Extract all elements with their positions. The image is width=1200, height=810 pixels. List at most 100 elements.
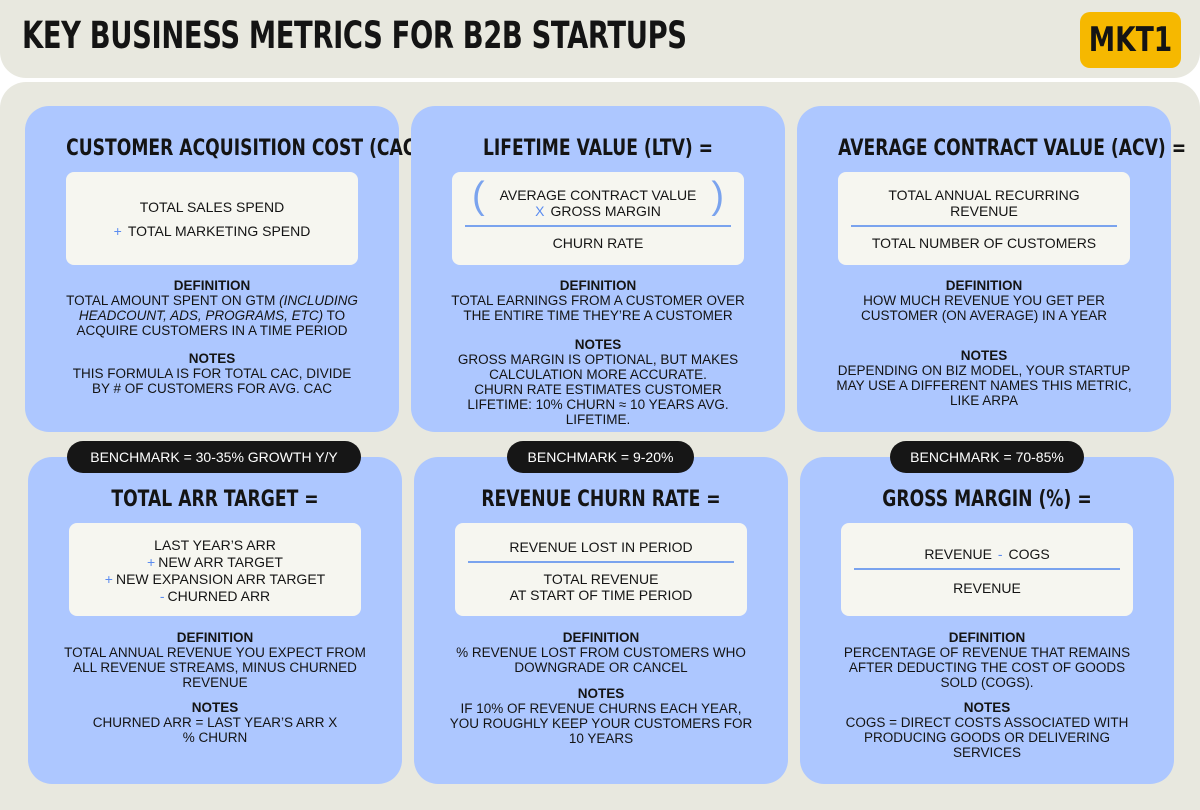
minus-icon: -: [159, 588, 165, 604]
definition-label: DEFINITION: [948, 630, 1026, 645]
definition-section: DEFINITION PERCENTAGE OF REVENUE THAT RE…: [800, 630, 1174, 690]
notes-section: NOTES GROSS MARGIN IS OPTIONAL, BUT MAKE…: [411, 337, 785, 427]
formula-line: X GROSS MARGIN: [452, 203, 744, 219]
card-ltv: LIFETIME VALUE (LTV) = ( ) AVERAGE CONTR…: [411, 106, 785, 432]
notes-label: NOTES: [577, 686, 625, 701]
definition-label: DEFINITION: [945, 278, 1023, 293]
definition-line: (INCLUDING: [279, 293, 358, 308]
notes-line: PRODUCING GOODS OR DELIVERING: [863, 730, 1111, 745]
formula-term: REVENUE: [924, 546, 992, 562]
notes-line: GROSS MARGIN IS OPTIONAL, BUT MAKES: [457, 352, 739, 367]
benchmark-pill-churn: BENCHMARK = 9-20%: [507, 441, 694, 473]
definition-line: % REVENUE LOST FROM CUSTOMERS WHO: [456, 645, 746, 660]
formula-term: GROSS MARGIN: [550, 203, 661, 219]
formula-box: TOTAL ANNUAL RECURRING REVENUE TOTAL NUM…: [838, 172, 1130, 265]
notes-line: LIFETIME.: [565, 412, 631, 427]
fraction-divider: [851, 225, 1117, 227]
definition-line: REVENUE: [182, 675, 248, 690]
notes-section: NOTES THIS FORMULA IS FOR TOTAL CAC, DIV…: [25, 351, 399, 396]
brand-logo-text: MKT1: [1088, 20, 1173, 60]
notes-line: % CHURN: [182, 730, 248, 745]
multiply-icon: X: [535, 203, 545, 219]
formula-line: + NEW EXPANSION ARR TARGET: [69, 571, 361, 587]
card-title: LIFETIME VALUE (LTV) =: [482, 136, 714, 161]
formula-line: TOTAL ANNUAL RECURRING: [888, 187, 1080, 203]
left-paren-icon: (: [472, 175, 485, 217]
definition-label: DEFINITION: [173, 278, 251, 293]
notes-section: NOTES CHURNED ARR = LAST YEAR’S ARR X % …: [28, 700, 402, 745]
definition-section: DEFINITION HOW MUCH REVENUE YOU GET PER …: [797, 278, 1171, 323]
page-title: KEY BUSINESS METRICS FOR B2B STARTUPS: [22, 14, 687, 57]
notes-label: NOTES: [963, 700, 1011, 715]
card-cac: CUSTOMER ACQUISITION COST (CAC) = TOTAL …: [25, 106, 444, 432]
formula-line: REVENUE LOST IN PERIOD: [509, 539, 693, 555]
benchmark-pill-arr: BENCHMARK = 30-35% GROWTH Y/Y: [67, 441, 361, 473]
notes-line: 10 YEARS: [568, 731, 634, 746]
definition-line: TOTAL EARNINGS FROM A CUSTOMER OVER: [451, 293, 745, 308]
notes-section: NOTES IF 10% OF REVENUE CHURNS EACH YEAR…: [414, 686, 788, 746]
plus-icon: +: [147, 554, 156, 570]
definition-text: TOTAL AMOUNT SPENT ON GTM (INCLUDING: [25, 293, 399, 308]
formula-box: LAST YEAR’S ARR + NEW ARR TARGET + NEW EXP…: [69, 523, 361, 616]
definition-line: HEADCOUNT, ADS, PROGRAMS, ETC): [78, 308, 324, 323]
brand-logo: MKT1: [1080, 12, 1181, 68]
formula-box: ( ) AVERAGE CONTRACT VALUE X GROSS MARGIN…: [452, 172, 744, 265]
formula-box: REVENUE - COGS REVENUE: [841, 523, 1133, 616]
definition-line: CUSTOMER (ON AVERAGE) IN A YEAR: [860, 308, 1108, 323]
formula-line: LAST YEAR’S ARR: [154, 537, 276, 553]
definition-label: DEFINITION: [176, 630, 254, 645]
definition-line: SOLD (COGS).: [940, 675, 1034, 690]
card-title: REVENUE CHURN RATE =: [481, 487, 721, 512]
notes-line: YOU ROUGHLY KEEP YOUR CUSTOMERS FOR: [449, 716, 753, 731]
minus-icon: -: [997, 546, 1003, 562]
definition-section: DEFINITION TOTAL ANNUAL REVENUE YOU EXPE…: [28, 630, 402, 690]
definition-line: DOWNGRADE OR CANCEL: [514, 660, 688, 675]
formula-line: - CHURNED ARR: [69, 588, 361, 604]
fraction-divider: [465, 225, 731, 227]
notes-label: NOTES: [960, 348, 1008, 363]
formula-line: REVENUE: [950, 203, 1018, 219]
plus-icon: +: [104, 571, 113, 587]
notes-line: CHURNED ARR = LAST YEAR’S ARR X: [92, 715, 338, 730]
formula-line: TOTAL SALES SPEND: [139, 199, 285, 215]
notes-line: THIS FORMULA IS FOR TOTAL CAC, DIVIDE: [72, 366, 352, 381]
formula-term: TOTAL MARKETING SPEND: [127, 223, 311, 239]
formula-line: TOTAL REVENUE: [543, 571, 659, 587]
card-title: CUSTOMER ACQUISITION COST (CAC) =: [66, 136, 444, 161]
formula-line: AT START OF TIME PERIOD: [509, 587, 693, 603]
definition-line: TOTAL ANNUAL REVENUE YOU EXPECT FROM: [64, 645, 366, 660]
notes-line: IF 10% OF REVENUE CHURNS EACH YEAR,: [460, 701, 742, 716]
definition-line: THE ENTIRE TIME THEY’RE A CUSTOMER: [463, 308, 733, 323]
definition-text: HEADCOUNT, ADS, PROGRAMS, ETC) TO: [25, 308, 399, 323]
formula-line: REVENUE: [953, 580, 1021, 596]
definition-section: DEFINITION TOTAL EARNINGS FROM A CUSTOME…: [411, 278, 785, 323]
card-title: AVERAGE CONTRACT VALUE (ACV) =: [838, 136, 1187, 161]
definition-line: TOTAL AMOUNT SPENT ON GTM: [66, 293, 276, 308]
card-revenue-churn: REVENUE CHURN RATE = REVENUE LOST IN PER…: [414, 457, 788, 784]
notes-line: DEPENDING ON BIZ MODEL, YOUR STARTUP: [837, 363, 1131, 378]
notes-label: NOTES: [574, 337, 622, 352]
definition-line: TO: [326, 308, 346, 323]
notes-line: COGS = DIRECT COSTS ASSOCIATED WITH: [845, 715, 1129, 730]
definition-line: PERCENTAGE OF REVENUE THAT REMAINS: [843, 645, 1131, 660]
formula-term: NEW EXPANSION ARR TARGET: [115, 571, 326, 587]
definition-line: AFTER DEDUCTING THE COST OF GOODS: [848, 660, 1126, 675]
notes-label: NOTES: [191, 700, 239, 715]
card-gross-margin: GROSS MARGIN (%) = REVENUE - COGS REVENU…: [800, 457, 1174, 784]
formula-line: TOTAL NUMBER OF CUSTOMERS: [871, 235, 1097, 251]
card-acv: AVERAGE CONTRACT VALUE (ACV) = TOTAL ANN…: [797, 106, 1187, 432]
card-title: GROSS MARGIN (%) =: [882, 487, 1092, 512]
right-paren-icon: ): [711, 175, 724, 217]
formula-term: CHURNED ARR: [167, 588, 271, 604]
notes-line: CHURN RATE ESTIMATES CUSTOMER: [474, 382, 722, 397]
card-title: TOTAL ARR TARGET =: [111, 487, 319, 512]
formula-box: REVENUE LOST IN PERIOD TOTAL REVENUE AT …: [455, 523, 747, 616]
fraction-divider: [468, 561, 734, 563]
notes-section: NOTES COGS = DIRECT COSTS ASSOCIATED WIT…: [800, 700, 1174, 760]
formula-term: COGS: [1008, 546, 1050, 562]
notes-section: NOTES DEPENDING ON BIZ MODEL, YOUR START…: [797, 348, 1171, 408]
formula-line: + TOTAL MARKETING SPEND: [66, 223, 358, 239]
notes-line: MAY USE A DIFFERENT NAMES THIS METRIC,: [836, 378, 1132, 393]
definition-section: DEFINITION TOTAL AMOUNT SPENT ON GTM (IN…: [25, 278, 399, 338]
notes-label: NOTES: [188, 351, 236, 366]
